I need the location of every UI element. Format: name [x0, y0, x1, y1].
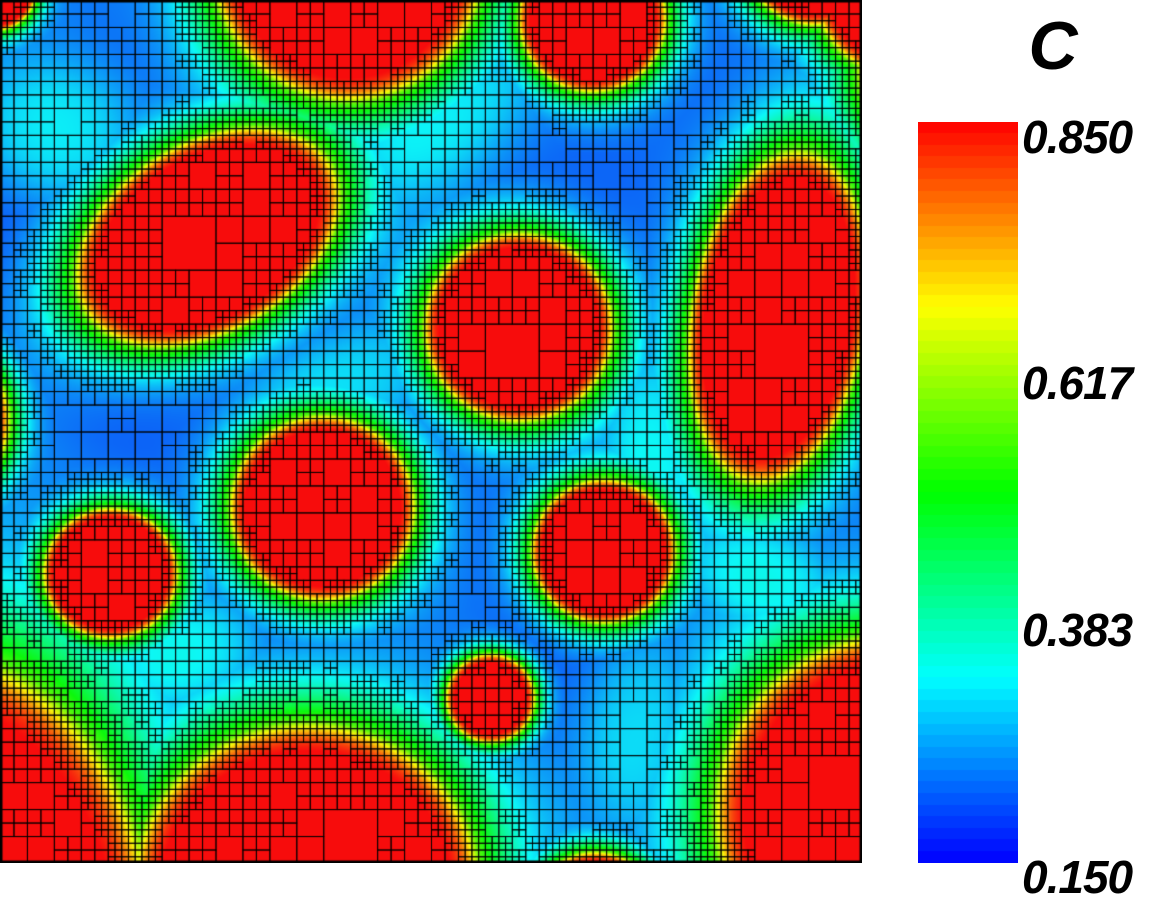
- colorbar-tick-label-max: 0.850: [1022, 111, 1133, 163]
- colorbar-title: C: [1028, 8, 1078, 84]
- colorbar-tick-label-min: 0.150: [1022, 851, 1133, 903]
- concentration-field-heatmap: [0, 0, 862, 863]
- colorbar-tick-label-upper: 0.617: [1022, 357, 1133, 409]
- colorbar-tick-label-lower: 0.383: [1022, 604, 1133, 656]
- colorbar-gradient: [918, 122, 1018, 863]
